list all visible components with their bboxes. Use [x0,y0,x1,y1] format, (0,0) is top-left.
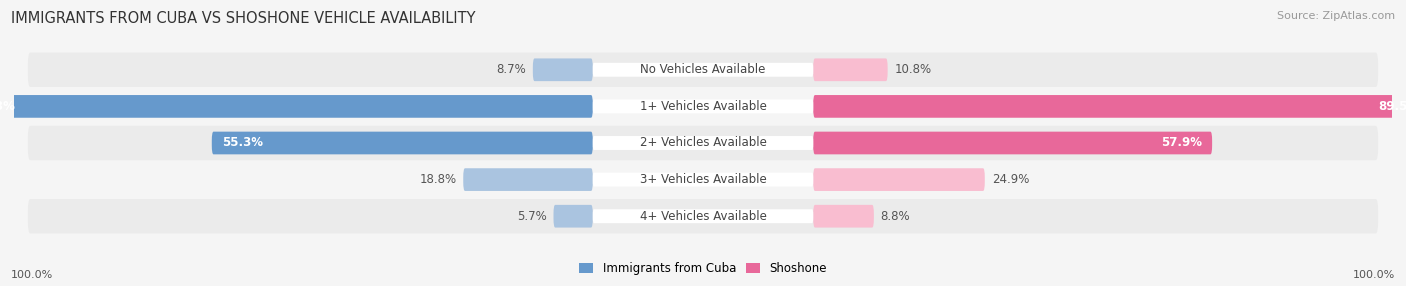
FancyBboxPatch shape [593,63,813,77]
Text: 24.9%: 24.9% [991,173,1029,186]
Text: 55.3%: 55.3% [222,136,263,150]
FancyBboxPatch shape [28,162,1378,197]
FancyBboxPatch shape [813,95,1406,118]
Text: IMMIGRANTS FROM CUBA VS SHOSHONE VEHICLE AVAILABILITY: IMMIGRANTS FROM CUBA VS SHOSHONE VEHICLE… [11,11,475,26]
FancyBboxPatch shape [28,199,1378,233]
FancyBboxPatch shape [28,89,1378,124]
Text: 8.8%: 8.8% [880,210,910,223]
Text: 91.3%: 91.3% [0,100,15,113]
FancyBboxPatch shape [593,173,813,186]
Text: 8.7%: 8.7% [496,63,526,76]
FancyBboxPatch shape [593,209,813,223]
Text: 2+ Vehicles Available: 2+ Vehicles Available [640,136,766,150]
Text: 10.8%: 10.8% [894,63,932,76]
Text: 4+ Vehicles Available: 4+ Vehicles Available [640,210,766,223]
FancyBboxPatch shape [28,53,1378,87]
Text: No Vehicles Available: No Vehicles Available [640,63,766,76]
FancyBboxPatch shape [813,132,1212,154]
FancyBboxPatch shape [463,168,593,191]
FancyBboxPatch shape [212,132,593,154]
FancyBboxPatch shape [813,205,875,228]
Text: 100.0%: 100.0% [11,270,53,280]
Text: 57.9%: 57.9% [1161,136,1202,150]
FancyBboxPatch shape [554,205,593,228]
Text: 5.7%: 5.7% [517,210,547,223]
Text: 1+ Vehicles Available: 1+ Vehicles Available [640,100,766,113]
Text: 89.5%: 89.5% [1378,100,1406,113]
FancyBboxPatch shape [813,168,984,191]
FancyBboxPatch shape [28,126,1378,160]
FancyBboxPatch shape [593,100,813,113]
Text: 3+ Vehicles Available: 3+ Vehicles Available [640,173,766,186]
FancyBboxPatch shape [533,58,593,81]
Text: 18.8%: 18.8% [419,173,457,186]
Legend: Immigrants from Cuba, Shoshone: Immigrants from Cuba, Shoshone [575,258,831,280]
Text: Source: ZipAtlas.com: Source: ZipAtlas.com [1277,11,1395,21]
FancyBboxPatch shape [0,95,593,118]
FancyBboxPatch shape [813,58,887,81]
Text: 100.0%: 100.0% [1353,270,1395,280]
FancyBboxPatch shape [593,136,813,150]
